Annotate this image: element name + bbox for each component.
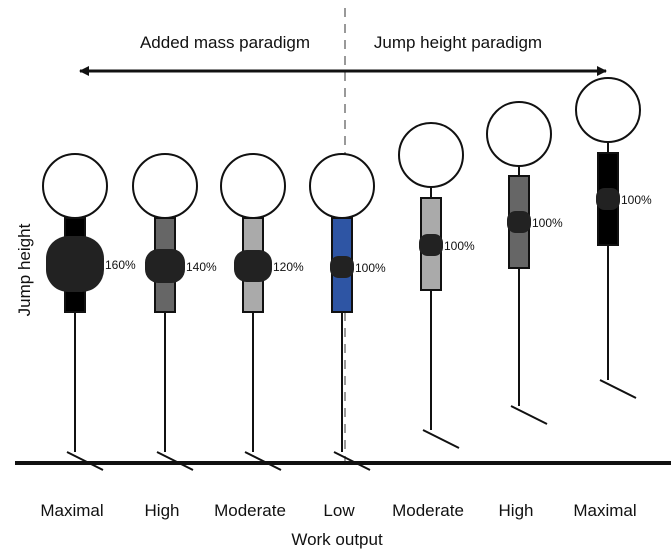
- category-label: Maximal: [573, 501, 636, 520]
- figures: 160% Maximal 140% High 120% Moderate 100% Low 10…: [40, 77, 652, 520]
- left-paradigm: Added mass paradigm: [140, 33, 310, 52]
- mass-label: 100%: [621, 193, 652, 207]
- head: [398, 122, 464, 188]
- mass: [419, 234, 443, 256]
- foot: [599, 379, 637, 399]
- foot: [244, 451, 282, 471]
- mass-label: 100%: [532, 216, 563, 230]
- mass-label: 120%: [273, 260, 304, 274]
- category-label: Moderate: [392, 501, 464, 520]
- head: [132, 153, 198, 219]
- mass: [46, 236, 104, 292]
- head: [486, 101, 552, 167]
- mass-label: 160%: [105, 258, 136, 272]
- mass: [507, 211, 531, 233]
- category-label: Maximal: [40, 501, 103, 520]
- y-axis-label: Jump height: [15, 223, 34, 316]
- foot: [156, 451, 194, 471]
- head: [575, 77, 641, 143]
- head: [220, 153, 286, 219]
- mass: [145, 249, 185, 283]
- category-label: High: [145, 501, 180, 520]
- mass: [330, 256, 354, 278]
- head: [309, 153, 375, 219]
- right-paradigm: Jump height paradigm: [374, 33, 542, 52]
- mass-label: 140%: [186, 260, 217, 274]
- foot: [422, 429, 460, 449]
- mass: [234, 250, 272, 282]
- category-label: High: [499, 501, 534, 520]
- category-label: Moderate: [214, 501, 286, 520]
- mass-label: 100%: [444, 239, 475, 253]
- foot: [66, 451, 104, 471]
- foot: [333, 451, 371, 471]
- mass: [596, 188, 620, 210]
- category-label: Low: [323, 501, 355, 520]
- mass-label: 100%: [355, 261, 386, 275]
- foot: [510, 405, 548, 425]
- head: [42, 153, 108, 219]
- x-axis-label: Work output: [291, 530, 383, 549]
